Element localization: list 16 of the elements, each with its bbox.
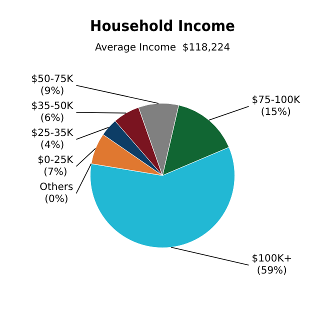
data-label: (6%) — [40, 112, 64, 124]
text: (0%) — [44, 194, 68, 205]
data-label: (59%) — [256, 266, 288, 277]
data-label: (15%) — [260, 106, 292, 118]
category-label: Others — [40, 182, 74, 193]
slice-label: $100K+ — [252, 254, 292, 265]
chart-subtitle: Average Income $118,224 — [94, 42, 230, 54]
slice-label: $75-100K — [252, 94, 301, 106]
slice-label: $0-25K — [38, 154, 74, 166]
data-label: (4%) — [40, 140, 64, 151]
chart-title: Household Income — [90, 18, 236, 36]
slice-label: $25-35K — [31, 128, 74, 139]
slice-label: $50-75K — [31, 74, 74, 85]
data-label: (7%) — [44, 166, 68, 178]
slice-label: $35-50K — [31, 100, 74, 112]
data-label: (9%) — [40, 86, 64, 97]
